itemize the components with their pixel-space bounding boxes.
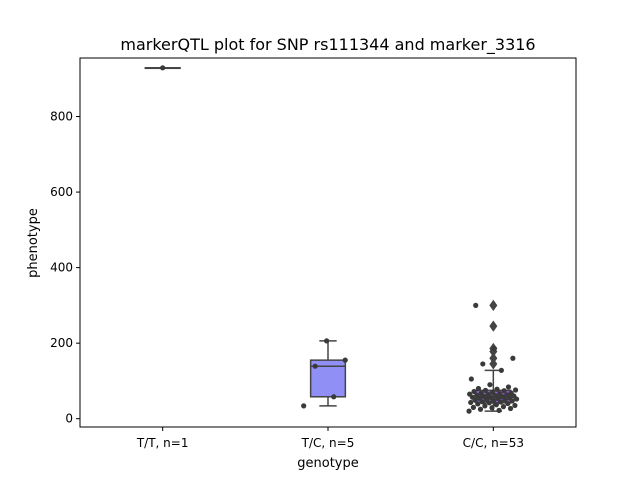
- chart-title: markerQTL plot for SNP rs111344 and mark…: [120, 35, 535, 55]
- data-point: [473, 302, 479, 308]
- outlier-marker: [489, 320, 498, 332]
- y-tick-label: 600: [50, 185, 73, 199]
- x-axis: T/T, n=1 T/C, n=5 C/C, n=53: [136, 427, 524, 450]
- data-point: [498, 367, 504, 373]
- data-point: [468, 399, 474, 406]
- data-point: [482, 403, 488, 409]
- data-point: [471, 388, 477, 395]
- data-point: [507, 405, 514, 412]
- data-point: [478, 390, 484, 396]
- data-point: [494, 386, 500, 392]
- data-point: [490, 389, 496, 395]
- data-point: [477, 406, 484, 412]
- data-point: [160, 65, 166, 71]
- data-point: [505, 384, 512, 390]
- data-point: [510, 355, 516, 361]
- y-tick-label: 800: [50, 110, 73, 124]
- data-point: [331, 394, 337, 400]
- data-point: [496, 407, 502, 413]
- x-axis-label: genotype: [297, 456, 358, 471]
- data-point: [512, 402, 518, 409]
- data-point: [500, 404, 507, 410]
- data-point: [480, 361, 486, 367]
- data-point: [487, 382, 493, 388]
- y-tick-label: 400: [50, 261, 73, 275]
- data-point: [491, 345, 497, 352]
- outlier-marker: [489, 352, 498, 364]
- data-point: [474, 392, 480, 398]
- data-point: [475, 385, 482, 392]
- data-point: [475, 401, 481, 407]
- data-point: [485, 391, 491, 398]
- data-point: [512, 387, 519, 393]
- box-1: [309, 340, 347, 407]
- strip-points-0: [160, 65, 166, 71]
- data-point: [501, 388, 507, 394]
- data-point: [468, 376, 474, 382]
- data-point: [342, 357, 348, 363]
- data-point: [324, 338, 330, 344]
- outlier-marker: [489, 358, 498, 370]
- data-point: [505, 400, 511, 407]
- strip-points-2: [466, 302, 520, 414]
- y-axis: 0 200 400 600 800: [50, 110, 80, 426]
- outlier-marker: [489, 299, 498, 311]
- x-tick-label: T/C, n=5: [301, 436, 355, 450]
- data-point: [489, 405, 495, 411]
- data-point: [497, 391, 503, 397]
- y-axis-label: phenotype: [26, 208, 41, 278]
- data-point: [301, 403, 307, 409]
- data-point: [466, 408, 472, 414]
- strip-points-1: [301, 338, 348, 409]
- data-point: [493, 402, 499, 408]
- y-tick-label: 200: [50, 336, 73, 350]
- data-point: [504, 392, 510, 398]
- data-point: [467, 391, 473, 397]
- data-point: [312, 363, 318, 369]
- y-tick-label: 0: [65, 412, 73, 426]
- data-point: [470, 404, 477, 410]
- x-tick-label: T/T, n=1: [136, 436, 189, 450]
- plot-area: [144, 65, 520, 414]
- data-point: [482, 387, 489, 393]
- x-tick-label: C/C, n=53: [463, 436, 524, 450]
- data-point: [508, 390, 514, 396]
